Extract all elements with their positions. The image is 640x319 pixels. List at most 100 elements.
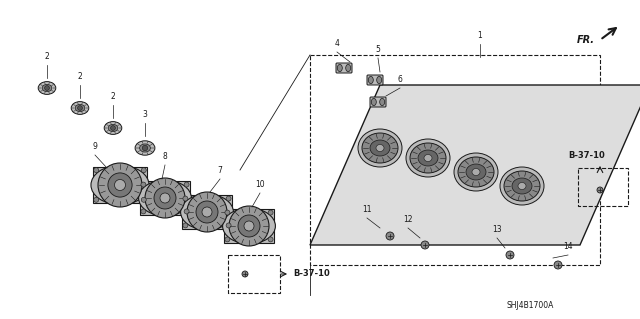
Text: 2: 2 — [45, 52, 49, 61]
Text: 13: 13 — [492, 225, 502, 234]
Text: B-37-10: B-37-10 — [293, 270, 330, 278]
Circle shape — [226, 223, 231, 228]
Text: SHJ4B1700A: SHJ4B1700A — [506, 300, 554, 309]
Circle shape — [142, 145, 148, 151]
Circle shape — [141, 197, 147, 202]
Text: 6: 6 — [397, 75, 403, 84]
Circle shape — [184, 209, 189, 214]
Ellipse shape — [139, 180, 191, 216]
Ellipse shape — [454, 153, 498, 191]
Circle shape — [225, 210, 230, 215]
Text: B-37-10: B-37-10 — [568, 151, 605, 160]
Circle shape — [202, 207, 212, 217]
FancyBboxPatch shape — [182, 195, 232, 229]
Ellipse shape — [140, 144, 150, 152]
Ellipse shape — [108, 124, 118, 132]
Circle shape — [226, 196, 231, 201]
Text: 14: 14 — [563, 242, 573, 251]
Text: 11: 11 — [362, 205, 372, 214]
Ellipse shape — [368, 76, 373, 84]
Circle shape — [115, 180, 125, 190]
Ellipse shape — [377, 76, 381, 84]
Ellipse shape — [410, 143, 446, 173]
Ellipse shape — [370, 140, 390, 156]
FancyBboxPatch shape — [370, 97, 386, 107]
Ellipse shape — [466, 164, 486, 180]
Ellipse shape — [91, 165, 149, 204]
Ellipse shape — [472, 168, 480, 175]
Ellipse shape — [42, 85, 52, 92]
Circle shape — [145, 178, 185, 218]
Ellipse shape — [406, 139, 450, 177]
Ellipse shape — [362, 133, 398, 163]
Text: FR.: FR. — [577, 35, 595, 45]
Circle shape — [98, 163, 142, 207]
Text: 3: 3 — [143, 110, 147, 119]
Ellipse shape — [38, 82, 56, 94]
Circle shape — [421, 241, 429, 249]
Circle shape — [242, 271, 248, 277]
Circle shape — [229, 206, 269, 246]
Ellipse shape — [500, 167, 544, 205]
Circle shape — [386, 232, 394, 240]
Text: 10: 10 — [255, 180, 265, 189]
FancyBboxPatch shape — [224, 209, 274, 243]
Circle shape — [141, 182, 146, 187]
Circle shape — [111, 126, 115, 130]
Circle shape — [77, 106, 83, 110]
Circle shape — [141, 168, 147, 173]
Circle shape — [184, 182, 189, 187]
Circle shape — [597, 187, 603, 193]
Ellipse shape — [371, 98, 376, 106]
Ellipse shape — [518, 182, 526, 189]
Circle shape — [554, 261, 562, 269]
Ellipse shape — [76, 104, 85, 112]
Text: 4: 4 — [335, 39, 339, 48]
Circle shape — [196, 201, 218, 223]
Text: 7: 7 — [218, 166, 223, 175]
FancyBboxPatch shape — [336, 63, 352, 73]
Ellipse shape — [376, 145, 384, 152]
Polygon shape — [310, 85, 640, 245]
Text: 9: 9 — [93, 142, 97, 151]
Circle shape — [93, 197, 99, 202]
Circle shape — [160, 193, 170, 203]
Circle shape — [225, 237, 230, 242]
Circle shape — [183, 223, 188, 228]
Ellipse shape — [135, 141, 155, 155]
FancyBboxPatch shape — [367, 75, 383, 85]
Ellipse shape — [380, 98, 385, 106]
Circle shape — [93, 168, 99, 173]
Ellipse shape — [337, 64, 342, 71]
Circle shape — [183, 196, 188, 201]
FancyBboxPatch shape — [93, 167, 147, 204]
Circle shape — [187, 192, 227, 232]
Circle shape — [268, 210, 273, 215]
Ellipse shape — [458, 157, 494, 187]
Ellipse shape — [504, 171, 540, 201]
Ellipse shape — [180, 194, 234, 230]
Circle shape — [154, 187, 176, 209]
Text: 1: 1 — [477, 31, 483, 40]
Circle shape — [244, 221, 254, 231]
Ellipse shape — [346, 64, 351, 71]
Ellipse shape — [424, 154, 432, 161]
Ellipse shape — [512, 178, 532, 194]
Ellipse shape — [358, 129, 402, 167]
Text: 2: 2 — [111, 92, 115, 101]
Circle shape — [268, 237, 273, 242]
Text: 2: 2 — [77, 72, 83, 81]
Circle shape — [506, 251, 514, 259]
Text: 12: 12 — [403, 215, 413, 224]
Ellipse shape — [418, 150, 438, 166]
Ellipse shape — [71, 101, 89, 115]
FancyBboxPatch shape — [140, 181, 190, 215]
Text: 8: 8 — [163, 152, 168, 161]
Ellipse shape — [223, 208, 275, 244]
Ellipse shape — [104, 122, 122, 134]
Circle shape — [238, 215, 260, 237]
Circle shape — [141, 209, 146, 214]
Circle shape — [45, 85, 49, 90]
Text: 5: 5 — [376, 45, 380, 54]
Circle shape — [108, 173, 132, 197]
